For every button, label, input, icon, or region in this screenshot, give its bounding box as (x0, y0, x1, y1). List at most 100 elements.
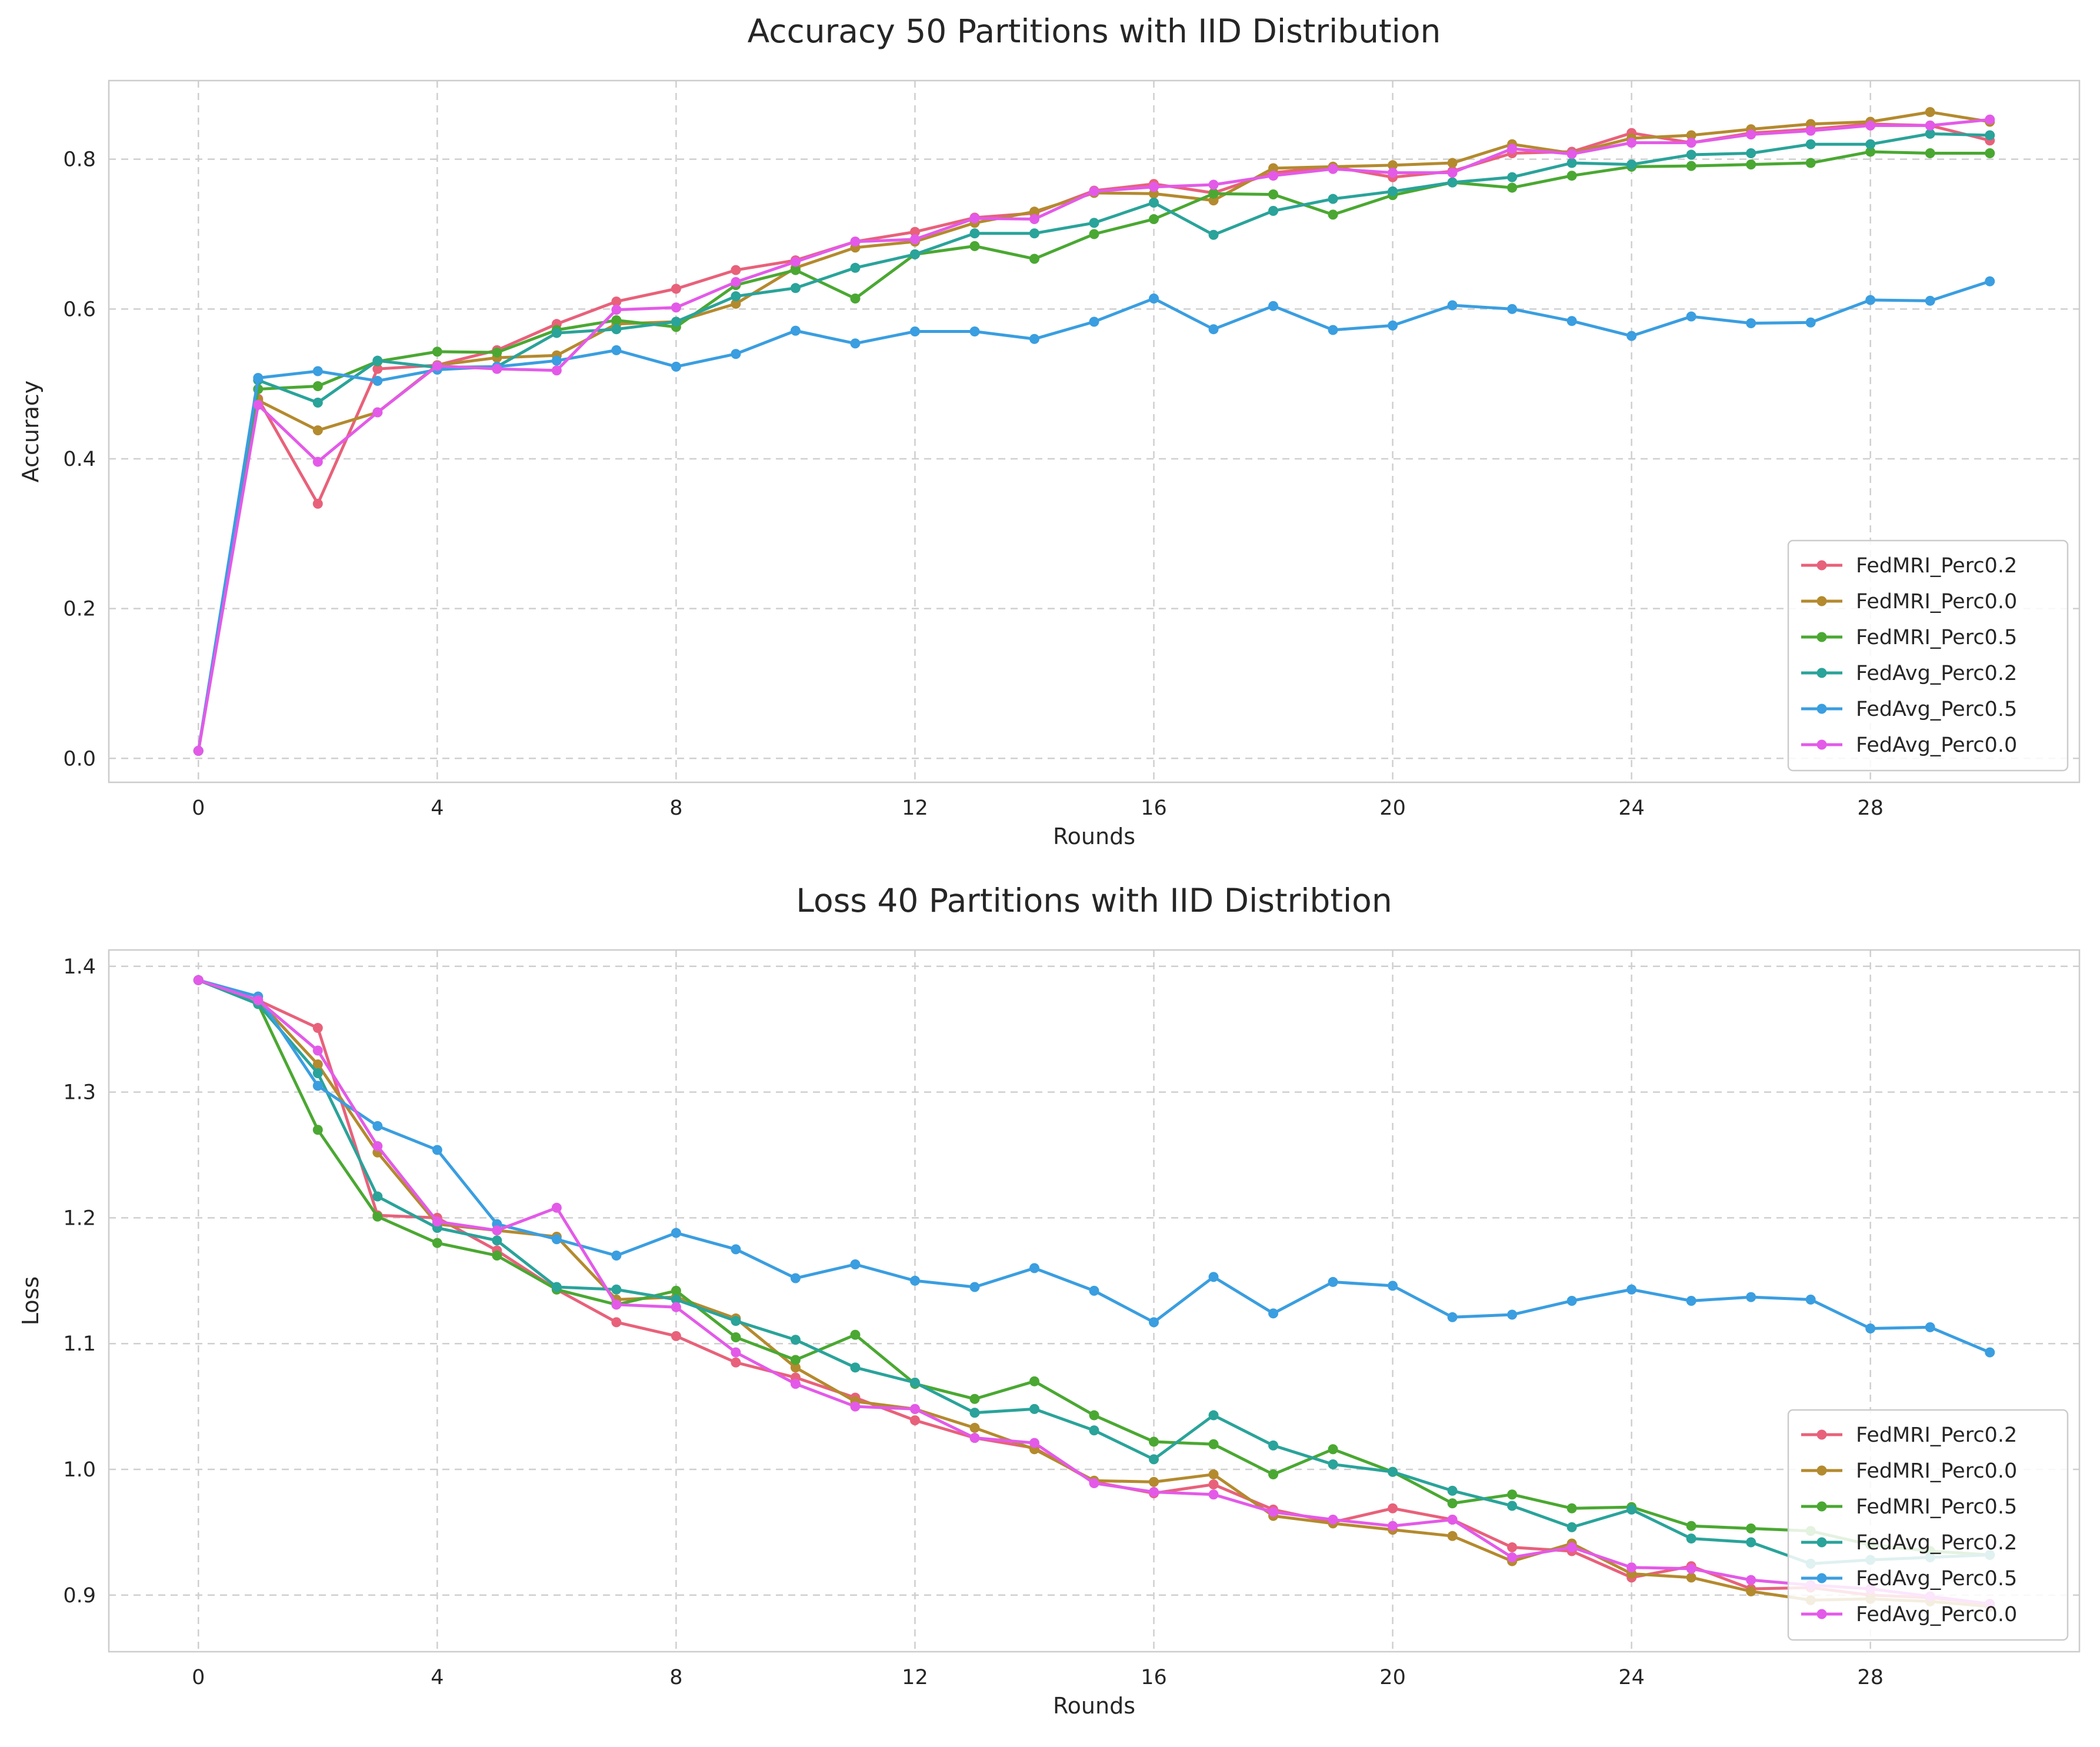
x-tick-label: 12 (902, 796, 928, 820)
y-axis-label: Accuracy (18, 381, 44, 483)
data-point-FedAvg_Perc0.5 (1925, 295, 1935, 306)
data-point-FedAvg_Perc0.2 (671, 1294, 681, 1305)
data-point-FedAvg_Perc0.0 (611, 1299, 622, 1310)
data-point-FedAvg_Perc0.2 (1208, 1410, 1219, 1421)
data-point-FedAvg_Perc0.5 (1447, 300, 1458, 311)
data-point-FedAvg_Perc0.0 (1388, 1521, 1398, 1531)
data-point-FedAvg_Perc0.2 (372, 1191, 383, 1202)
data-point-FedAvg_Perc0.0 (790, 256, 801, 267)
data-point-FedAvg_Perc0.2 (909, 249, 920, 259)
data-point-FedAvg_Perc0.5 (372, 376, 383, 386)
data-point-FedMRI_Perc0.0 (312, 425, 323, 436)
data-point-FedAvg_Perc0.2 (1268, 1440, 1279, 1451)
x-axis-label: Rounds (1053, 824, 1135, 849)
data-point-FedAvg_Perc0.0 (492, 1225, 502, 1236)
data-point-FedAvg_Perc0.5 (1268, 1308, 1279, 1319)
data-point-FedAvg_Perc0.2 (611, 324, 622, 335)
legend-swatch-marker (1816, 1465, 1827, 1476)
legend-entry: FedAvg_Perc0.2 (1856, 1531, 2017, 1555)
data-point-FedAvg_Perc0.5 (790, 1273, 801, 1283)
data-point-FedMRI_Perc0.0 (1447, 158, 1458, 168)
data-point-FedAvg_Perc0.5 (253, 372, 264, 383)
data-point-FedMRI_Perc0.0 (1208, 1469, 1219, 1480)
legend-entry: FedMRI_Perc0.0 (1856, 590, 2017, 614)
y-tick-label: 0.0 (63, 747, 96, 771)
data-point-FedAvg_Perc0.5 (551, 355, 562, 366)
y-tick-label: 1.0 (63, 1458, 96, 1482)
plot-frame (108, 949, 2081, 1653)
x-tick-label: 28 (1857, 796, 1884, 820)
legend-entry: FedAvg_Perc0.5 (1856, 1567, 2017, 1591)
data-point-FedAvg_Perc0.5 (1208, 324, 1219, 335)
data-point-FedAvg_Perc0.0 (1686, 1563, 1696, 1574)
legend-swatch-marker (1816, 1537, 1827, 1548)
data-point-FedAvg_Perc0.5 (850, 1259, 861, 1269)
data-point-FedAvg_Perc0.5 (1746, 318, 1756, 329)
data-point-FedAvg_Perc0.0 (1388, 168, 1398, 178)
data-point-FedAvg_Perc0.0 (731, 276, 741, 287)
data-point-FedAvg_Perc0.2 (1865, 139, 1876, 149)
data-point-FedAvg_Perc0.5 (1626, 331, 1637, 341)
data-point-FedAvg_Perc0.2 (850, 262, 861, 273)
plot-frame (108, 79, 2081, 784)
data-point-FedMRI_Perc0.5 (1985, 148, 1995, 159)
data-point-FedAvg_Perc0.0 (551, 1202, 562, 1213)
data-point-FedMRI_Perc0.5 (1149, 214, 1159, 225)
data-point-FedAvg_Perc0.2 (1686, 149, 1696, 160)
data-point-FedAvg_Perc0.0 (671, 1302, 681, 1312)
data-point-FedMRI_Perc0.5 (1686, 161, 1696, 171)
data-point-FedAvg_Perc0.5 (1447, 1312, 1458, 1322)
series-group (193, 106, 1995, 756)
legend-entry: FedAvg_Perc0.0 (1856, 734, 2017, 757)
data-point-FedAvg_Perc0.0 (1566, 1542, 1577, 1553)
legend-entry: FedMRI_Perc0.2 (1856, 554, 2017, 578)
chart-title: Loss 40 Partitions with IID Distribtion (796, 882, 1392, 919)
x-tick-label: 24 (1618, 1666, 1645, 1689)
y-tick-label: 0.6 (63, 298, 96, 321)
y-tick-label: 0.2 (63, 598, 96, 621)
data-point-FedMRI_Perc0.2 (312, 1023, 323, 1033)
x-axis-label: Rounds (1053, 1693, 1135, 1719)
y-tick-label: 1.3 (63, 1081, 96, 1105)
data-point-FedAvg_Perc0.0 (1626, 1562, 1637, 1573)
data-point-FedMRI_Perc0.5 (1865, 146, 1876, 157)
loss-chart: 0 4 8 12 16 20 24 28 0.9 1.0 1.1 1.2 1.3 1.4 Rounds Los… (18, 882, 2081, 1719)
legend-swatch-marker (1816, 1609, 1827, 1619)
data-point-FedAvg_Perc0.2 (909, 1377, 920, 1388)
data-point-FedMRI_Perc0.2 (372, 364, 383, 374)
data-point-FedAvg_Perc0.0 (671, 302, 681, 313)
data-point-FedAvg_Perc0.5 (790, 325, 801, 336)
data-point-FedMRI_Perc0.5 (790, 265, 801, 275)
data-point-FedAvg_Perc0.5 (1388, 320, 1398, 331)
x-tick-label: 0 (192, 796, 205, 820)
data-point-FedAvg_Perc0.2 (312, 1068, 323, 1079)
data-point-FedAvg_Perc0.2 (1388, 1466, 1398, 1477)
data-point-FedMRI_Perc0.0 (1268, 163, 1279, 174)
x-tick-label: 4 (431, 1666, 444, 1689)
data-point-FedMRI_Perc0.5 (1746, 1523, 1756, 1533)
data-point-FedAvg_Perc0.2 (1686, 1533, 1696, 1544)
data-point-FedAvg_Perc0.2 (1447, 1485, 1458, 1496)
y-tick-label: 1.2 (63, 1206, 96, 1230)
data-point-FedAvg_Perc0.0 (312, 456, 323, 467)
series-line-FedMRI_Perc0.0 (196, 110, 1992, 753)
legend-swatch-marker (1816, 1429, 1827, 1440)
data-point-FedMRI_Perc0.5 (969, 241, 980, 251)
data-point-FedMRI_Perc0.5 (1149, 1436, 1159, 1447)
data-point-FedAvg_Perc0.0 (1805, 125, 1816, 136)
x-tick-label: 8 (669, 796, 682, 820)
data-point-FedMRI_Perc0.0 (1447, 1531, 1458, 1541)
x-tick-label: 12 (902, 1666, 928, 1689)
series-line-FedAvg_Perc0.0 (196, 118, 1992, 753)
data-point-FedMRI_Perc0.0 (1686, 1572, 1696, 1583)
data-point-FedMRI_Perc0.0 (1925, 106, 1935, 117)
data-point-FedAvg_Perc0.0 (1985, 114, 1995, 125)
data-point-FedAvg_Perc0.0 (1089, 1478, 1099, 1489)
data-point-FedAvg_Perc0.0 (1507, 144, 1518, 154)
data-point-FedMRI_Perc0.5 (1447, 1498, 1458, 1509)
data-point-FedMRI_Perc0.0 (1149, 1476, 1159, 1487)
data-point-FedAvg_Perc0.2 (790, 283, 801, 294)
legend-entry: FedAvg_Perc0.0 (1856, 1603, 2017, 1626)
data-point-FedAvg_Perc0.0 (312, 1045, 323, 1056)
